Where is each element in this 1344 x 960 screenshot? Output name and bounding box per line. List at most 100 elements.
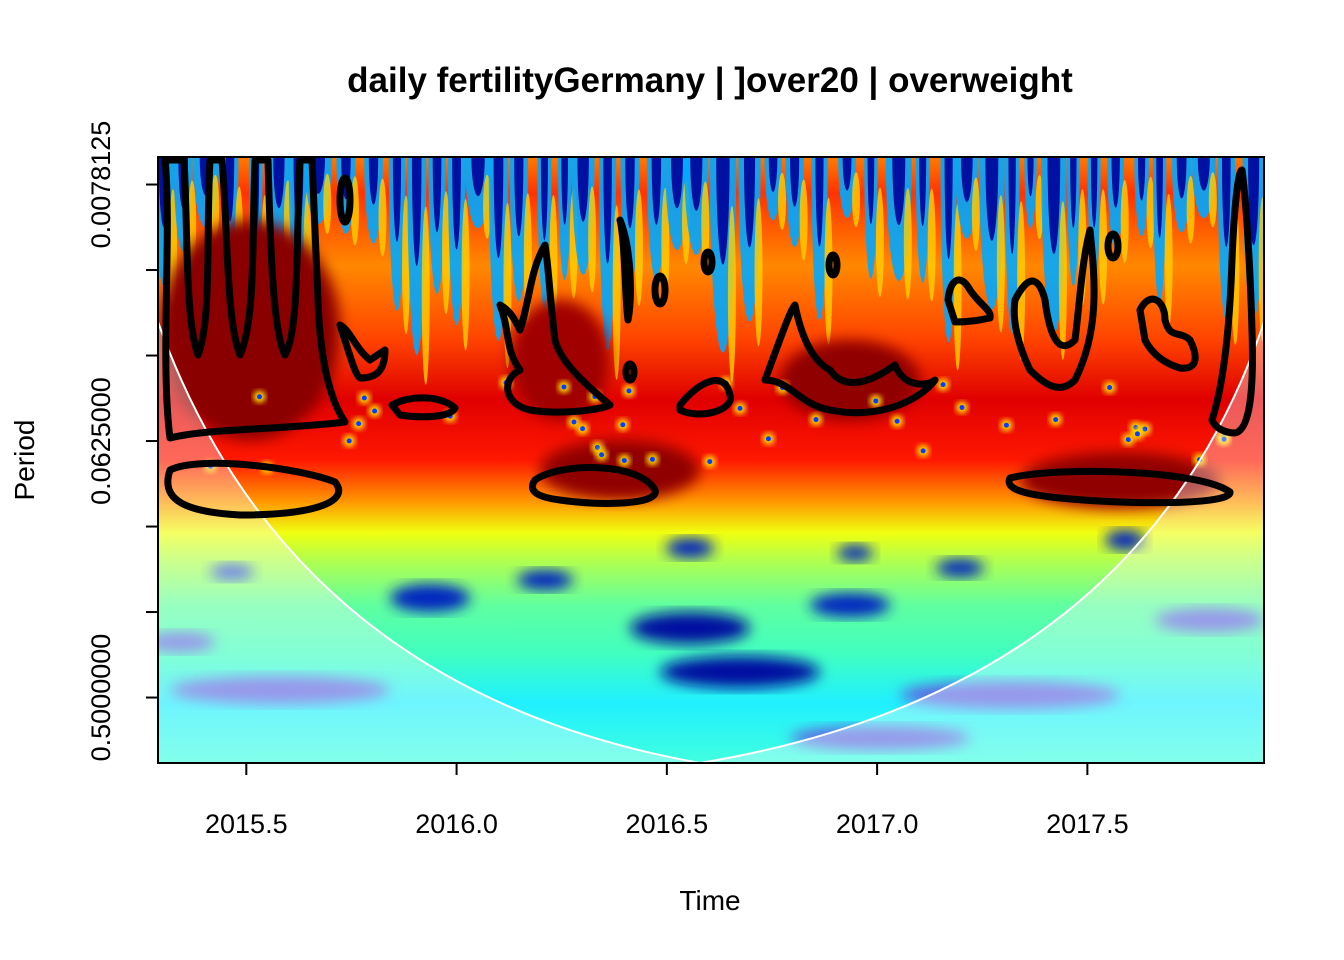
spike-core [1047, 157, 1061, 254]
spike-edge [1164, 193, 1173, 327]
y-axis: 0.0078125 0.0625000 0.5000000 [86, 121, 158, 761]
power-dot-core [959, 404, 965, 410]
spike-edge [1146, 176, 1155, 249]
power-dot-core [599, 452, 605, 458]
power-dot-core [580, 426, 586, 432]
spike-edge [1058, 201, 1067, 360]
spike-core [411, 157, 422, 266]
spike-core [368, 157, 379, 205]
spike-core [273, 157, 285, 209]
power-dot-core [372, 408, 378, 414]
spike-core [842, 157, 852, 191]
significance-contour [388, 394, 459, 421]
power-blob [510, 300, 610, 420]
significance-contour [700, 248, 716, 276]
spike-edge [421, 206, 430, 385]
power-dot-core [1107, 384, 1113, 390]
power-blob [837, 545, 873, 561]
power-dot-core [571, 419, 577, 425]
power-dot-core [707, 459, 713, 465]
power-heatmap [158, 157, 1264, 763]
power-blob [900, 681, 1120, 709]
spike-edge [953, 203, 962, 371]
spike-core [671, 157, 683, 209]
spike-edge [701, 181, 710, 270]
power-blob [390, 584, 470, 612]
spike-core [493, 157, 504, 259]
power-dot-core [1053, 417, 1059, 423]
spike-edge [1099, 189, 1108, 305]
spike-edge [971, 177, 980, 251]
significance-contour [761, 301, 939, 417]
x-axis: 2015.5 2016.0 2016.5 2017.0 2017.5 [205, 763, 1129, 839]
power-blob [666, 538, 714, 558]
power-blob [1155, 608, 1264, 632]
spike-edge [461, 199, 470, 351]
spike-core [561, 157, 569, 225]
spike-core [1070, 157, 1077, 229]
significance-contour [528, 464, 659, 507]
spike-edge [211, 174, 220, 239]
significance-contour [825, 251, 841, 279]
spike-core [867, 157, 875, 224]
spike-core [1221, 157, 1231, 247]
cone-of-influence-shade [158, 157, 1264, 763]
x-tick-label: 2015.5 [205, 809, 288, 839]
significance-contour [496, 241, 614, 416]
power-blob [810, 593, 890, 617]
spike-core [815, 157, 824, 247]
power-dot-core [1125, 437, 1131, 443]
spike-edge [1017, 201, 1026, 360]
power-dot-core [621, 457, 627, 463]
spike-edge [927, 188, 936, 302]
significance-contour [651, 272, 669, 308]
spike-edge [378, 178, 387, 257]
spike-core [471, 157, 485, 197]
spike-edge [1186, 175, 1195, 244]
spike-core [625, 157, 635, 229]
spike-core [1156, 157, 1163, 239]
power-dot-core [813, 417, 819, 423]
chart-title: daily fertilityGermany | ]over20 | overw… [347, 61, 1073, 100]
spike-edge [588, 186, 597, 293]
spike-core [1027, 157, 1034, 197]
power-blob [660, 656, 820, 688]
power-dot-core [920, 448, 926, 454]
power-dot-core [649, 456, 655, 462]
spike-edge [323, 173, 332, 235]
significance-contour [622, 360, 638, 384]
spike-core [985, 157, 999, 241]
spike-core [1176, 157, 1187, 199]
power-dot-core [765, 436, 771, 442]
spike-edge [1258, 197, 1264, 342]
significance-contour [1104, 230, 1122, 262]
power-blob [517, 570, 573, 590]
power-blob [1105, 530, 1145, 550]
power-dot-core [626, 388, 632, 394]
spike-core [577, 157, 589, 222]
x-tick-label: 2016.5 [626, 809, 709, 839]
power-dot-core [1142, 426, 1148, 432]
power-blob [158, 632, 215, 652]
significance-contour [164, 459, 343, 519]
spike-edge [996, 195, 1005, 333]
spike-core [716, 157, 730, 265]
significance-contour [336, 321, 389, 382]
power-blob [936, 559, 984, 577]
power-dot-core [1003, 422, 1009, 428]
y-tick-label: 0.0078125 [86, 121, 116, 249]
y-tick-label: 0.0625000 [86, 377, 116, 505]
significance-contour [1136, 295, 1199, 372]
power-dot-core [894, 418, 900, 424]
spike-core [603, 157, 612, 264]
spike-core [743, 157, 756, 248]
x-tick-label: 2016.0 [415, 809, 498, 839]
significance-contour [1005, 467, 1234, 507]
significance-contour [944, 276, 994, 326]
x-tick-label: 2017.0 [836, 809, 919, 839]
power-blob [1020, 452, 1220, 508]
power-blob [210, 564, 254, 580]
spike-core [651, 157, 662, 225]
spike-edge [799, 179, 808, 261]
power-blob [170, 676, 390, 704]
